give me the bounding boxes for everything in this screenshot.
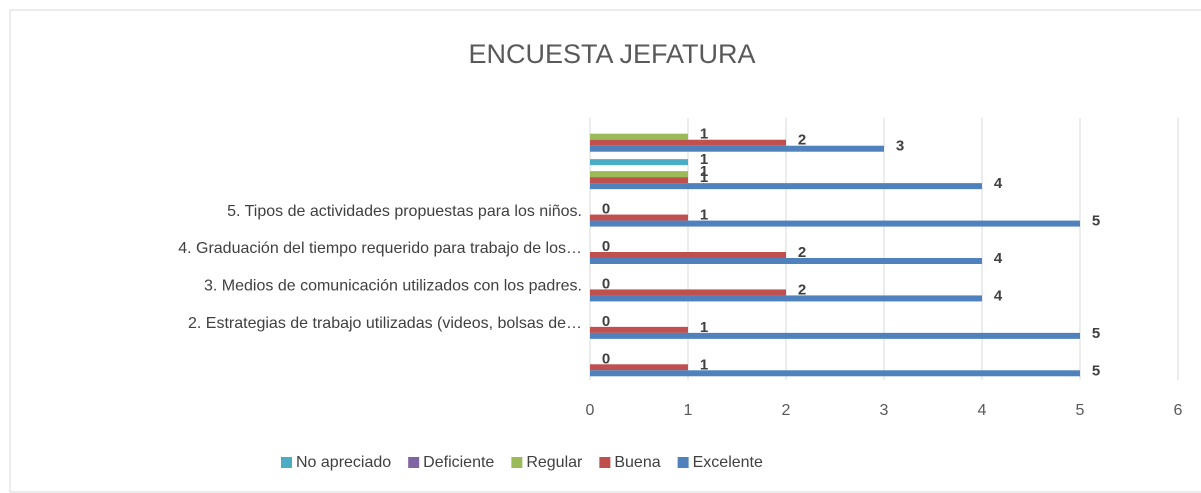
x-tick-label: 3: [880, 402, 889, 419]
bar: [590, 326, 688, 333]
value-label: 2: [798, 132, 806, 149]
legend-swatch: [677, 457, 689, 468]
legend-label: Excelente: [693, 454, 763, 471]
value-label: 1: [700, 151, 708, 168]
value-label: 5: [1092, 325, 1100, 342]
bar: [590, 252, 786, 258]
legend-swatch: [408, 457, 420, 468]
x-tick-label: 0: [586, 402, 595, 419]
x-tick-label: 5: [1076, 402, 1085, 419]
bar: [590, 214, 688, 221]
bar: [590, 258, 982, 264]
legend-swatch: [511, 457, 523, 468]
value-label: 1: [700, 356, 708, 373]
value-label: 4: [994, 250, 1003, 267]
bar: [590, 159, 688, 166]
bar: [590, 364, 688, 371]
bar: [590, 171, 688, 178]
category-label: 4. Graduación del tiempo requerido para …: [178, 240, 582, 257]
value-label: 1: [700, 207, 708, 224]
chart-border: [9, 9, 1201, 493]
value-label: 4: [994, 175, 1003, 192]
value-label: 2: [798, 281, 806, 298]
bar: [590, 145, 884, 152]
legend-label: Buena: [614, 454, 660, 471]
bar: [590, 332, 1080, 339]
x-tick-label: 4: [978, 402, 987, 419]
legend-label: Deficiente: [423, 454, 494, 471]
value-label: 0: [602, 201, 610, 218]
value-label: 3: [896, 138, 904, 155]
value-label: 4: [994, 287, 1003, 304]
legend-swatch: [599, 457, 611, 468]
value-label: 5: [1092, 213, 1100, 230]
value-label: 1: [700, 163, 708, 180]
category-label: 3. Medios de comunicación utilizados con…: [204, 278, 582, 295]
value-label: 5: [1092, 362, 1100, 379]
x-tick-label: 2: [782, 402, 791, 419]
legend-swatch: [281, 457, 292, 468]
bar: [590, 139, 786, 146]
chart-title: ENCUESTA JEFATURA: [468, 39, 755, 69]
bar: [590, 289, 786, 296]
bar: [590, 295, 982, 302]
bar: [590, 177, 688, 184]
value-label: 0: [602, 350, 610, 367]
legend-label: No apreciado: [296, 454, 391, 471]
value-label: 1: [700, 126, 708, 143]
x-tick-label: 1: [684, 402, 693, 419]
value-label: 0: [602, 313, 610, 330]
bar: [590, 133, 688, 140]
legend-label: Regular: [526, 454, 583, 471]
value-label: 0: [602, 238, 610, 255]
bar: [590, 220, 1080, 227]
value-label: 1: [700, 169, 708, 186]
category-label: 2. Estrategias de trabajo utilizadas (vi…: [188, 315, 582, 332]
value-label: 0: [602, 275, 610, 292]
bar: [590, 370, 1080, 377]
value-label: 2: [798, 244, 806, 261]
bar: [590, 183, 982, 190]
category-label: 5. Tipos de actividades propuestas para …: [227, 203, 582, 220]
x-tick-label: 6: [1174, 402, 1183, 419]
value-label: 1: [700, 319, 708, 336]
